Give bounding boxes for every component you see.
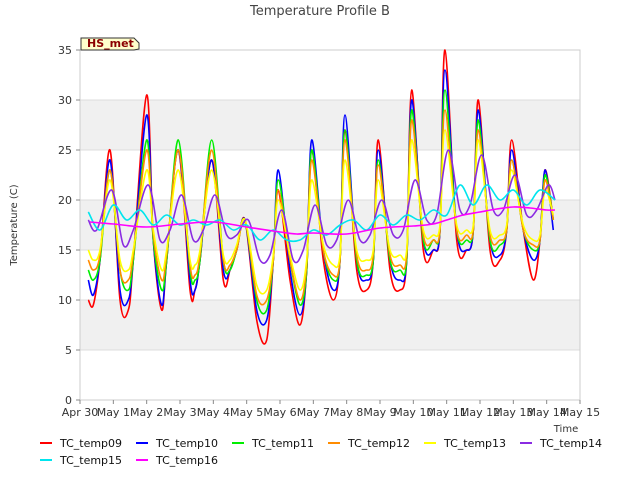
legend-item: TC_temp13 [424, 437, 506, 450]
x-tick-label: May 15 [560, 406, 600, 419]
series-layer [87, 49, 556, 345]
plot-frame [79, 49, 581, 401]
x-tick-label: May 4 [197, 406, 230, 419]
legend-label: TC_temp10 [155, 437, 218, 450]
legend-item: TC_temp11 [232, 437, 314, 450]
x-tick-label: May 8 [330, 406, 363, 419]
x-tick-label: May 14 [527, 406, 567, 419]
x-tick-label: May 7 [297, 406, 330, 419]
x-axis-label: Time [553, 424, 578, 435]
legend-label: TC_temp12 [347, 437, 410, 450]
series-line-tc-temp16 [89, 206, 556, 235]
x-tick-label: May 1 [97, 406, 130, 419]
legend-label: TC_temp16 [155, 454, 218, 467]
legend-label: TC_temp11 [251, 437, 314, 450]
x-tick-label: May 10 [393, 406, 433, 419]
site-badge: HS_met [80, 37, 140, 51]
legend-item: TC_temp15 [40, 454, 122, 467]
legend-item: TC_temp16 [136, 454, 218, 467]
y-tick-label: 10 [58, 294, 72, 307]
legend-item: TC_temp14 [520, 437, 602, 450]
legend-item: TC_temp10 [136, 437, 218, 450]
grid-band [80, 100, 580, 150]
badge-shape [80, 37, 140, 51]
x-tick-label: May 13 [493, 406, 533, 419]
x-tick-label: May 11 [427, 406, 467, 419]
x-tick-label: May 3 [163, 406, 196, 419]
x-tick-label: May 6 [263, 406, 296, 419]
x-tick-label: May 2 [130, 406, 163, 419]
badge-label: HS_met [87, 37, 134, 50]
y-axis-ticks: 0 5 10 15 20 25 30 35 [58, 44, 80, 407]
y-tick-label: 0 [65, 394, 72, 407]
legend-label: TC_temp13 [443, 437, 506, 450]
y-tick-label: 35 [58, 44, 72, 57]
y-tick-label: 20 [58, 194, 72, 207]
y-tick-label: 25 [58, 144, 72, 157]
x-tick-label: May 5 [230, 406, 263, 419]
grid-band [80, 300, 580, 350]
series-line-tc-temp13 [87, 129, 555, 295]
y-axis-label: Temperature (C) [9, 184, 20, 266]
legend: TC_temp09 TC_temp10 TC_temp11 TC_temp12 TC_t… [40, 437, 602, 467]
legend-label: TC_temp14 [539, 437, 602, 450]
legend-item: TC_temp12 [328, 437, 410, 450]
y-tick-label: 15 [58, 244, 72, 257]
y-tick-label: 30 [58, 94, 72, 107]
x-tick-label: May 9 [363, 406, 396, 419]
series-line-tc-temp14 [87, 149, 556, 264]
chart-title: Temperature Profile B [249, 4, 390, 19]
legend-item: TC_temp09 [40, 437, 122, 450]
y-tick-label: 5 [65, 344, 72, 357]
x-tick-label: Apr 30 [62, 406, 99, 419]
x-tick-label: May 12 [460, 406, 500, 419]
legend-label: TC_temp15 [59, 454, 122, 467]
legend-label: TC_temp09 [59, 437, 122, 450]
